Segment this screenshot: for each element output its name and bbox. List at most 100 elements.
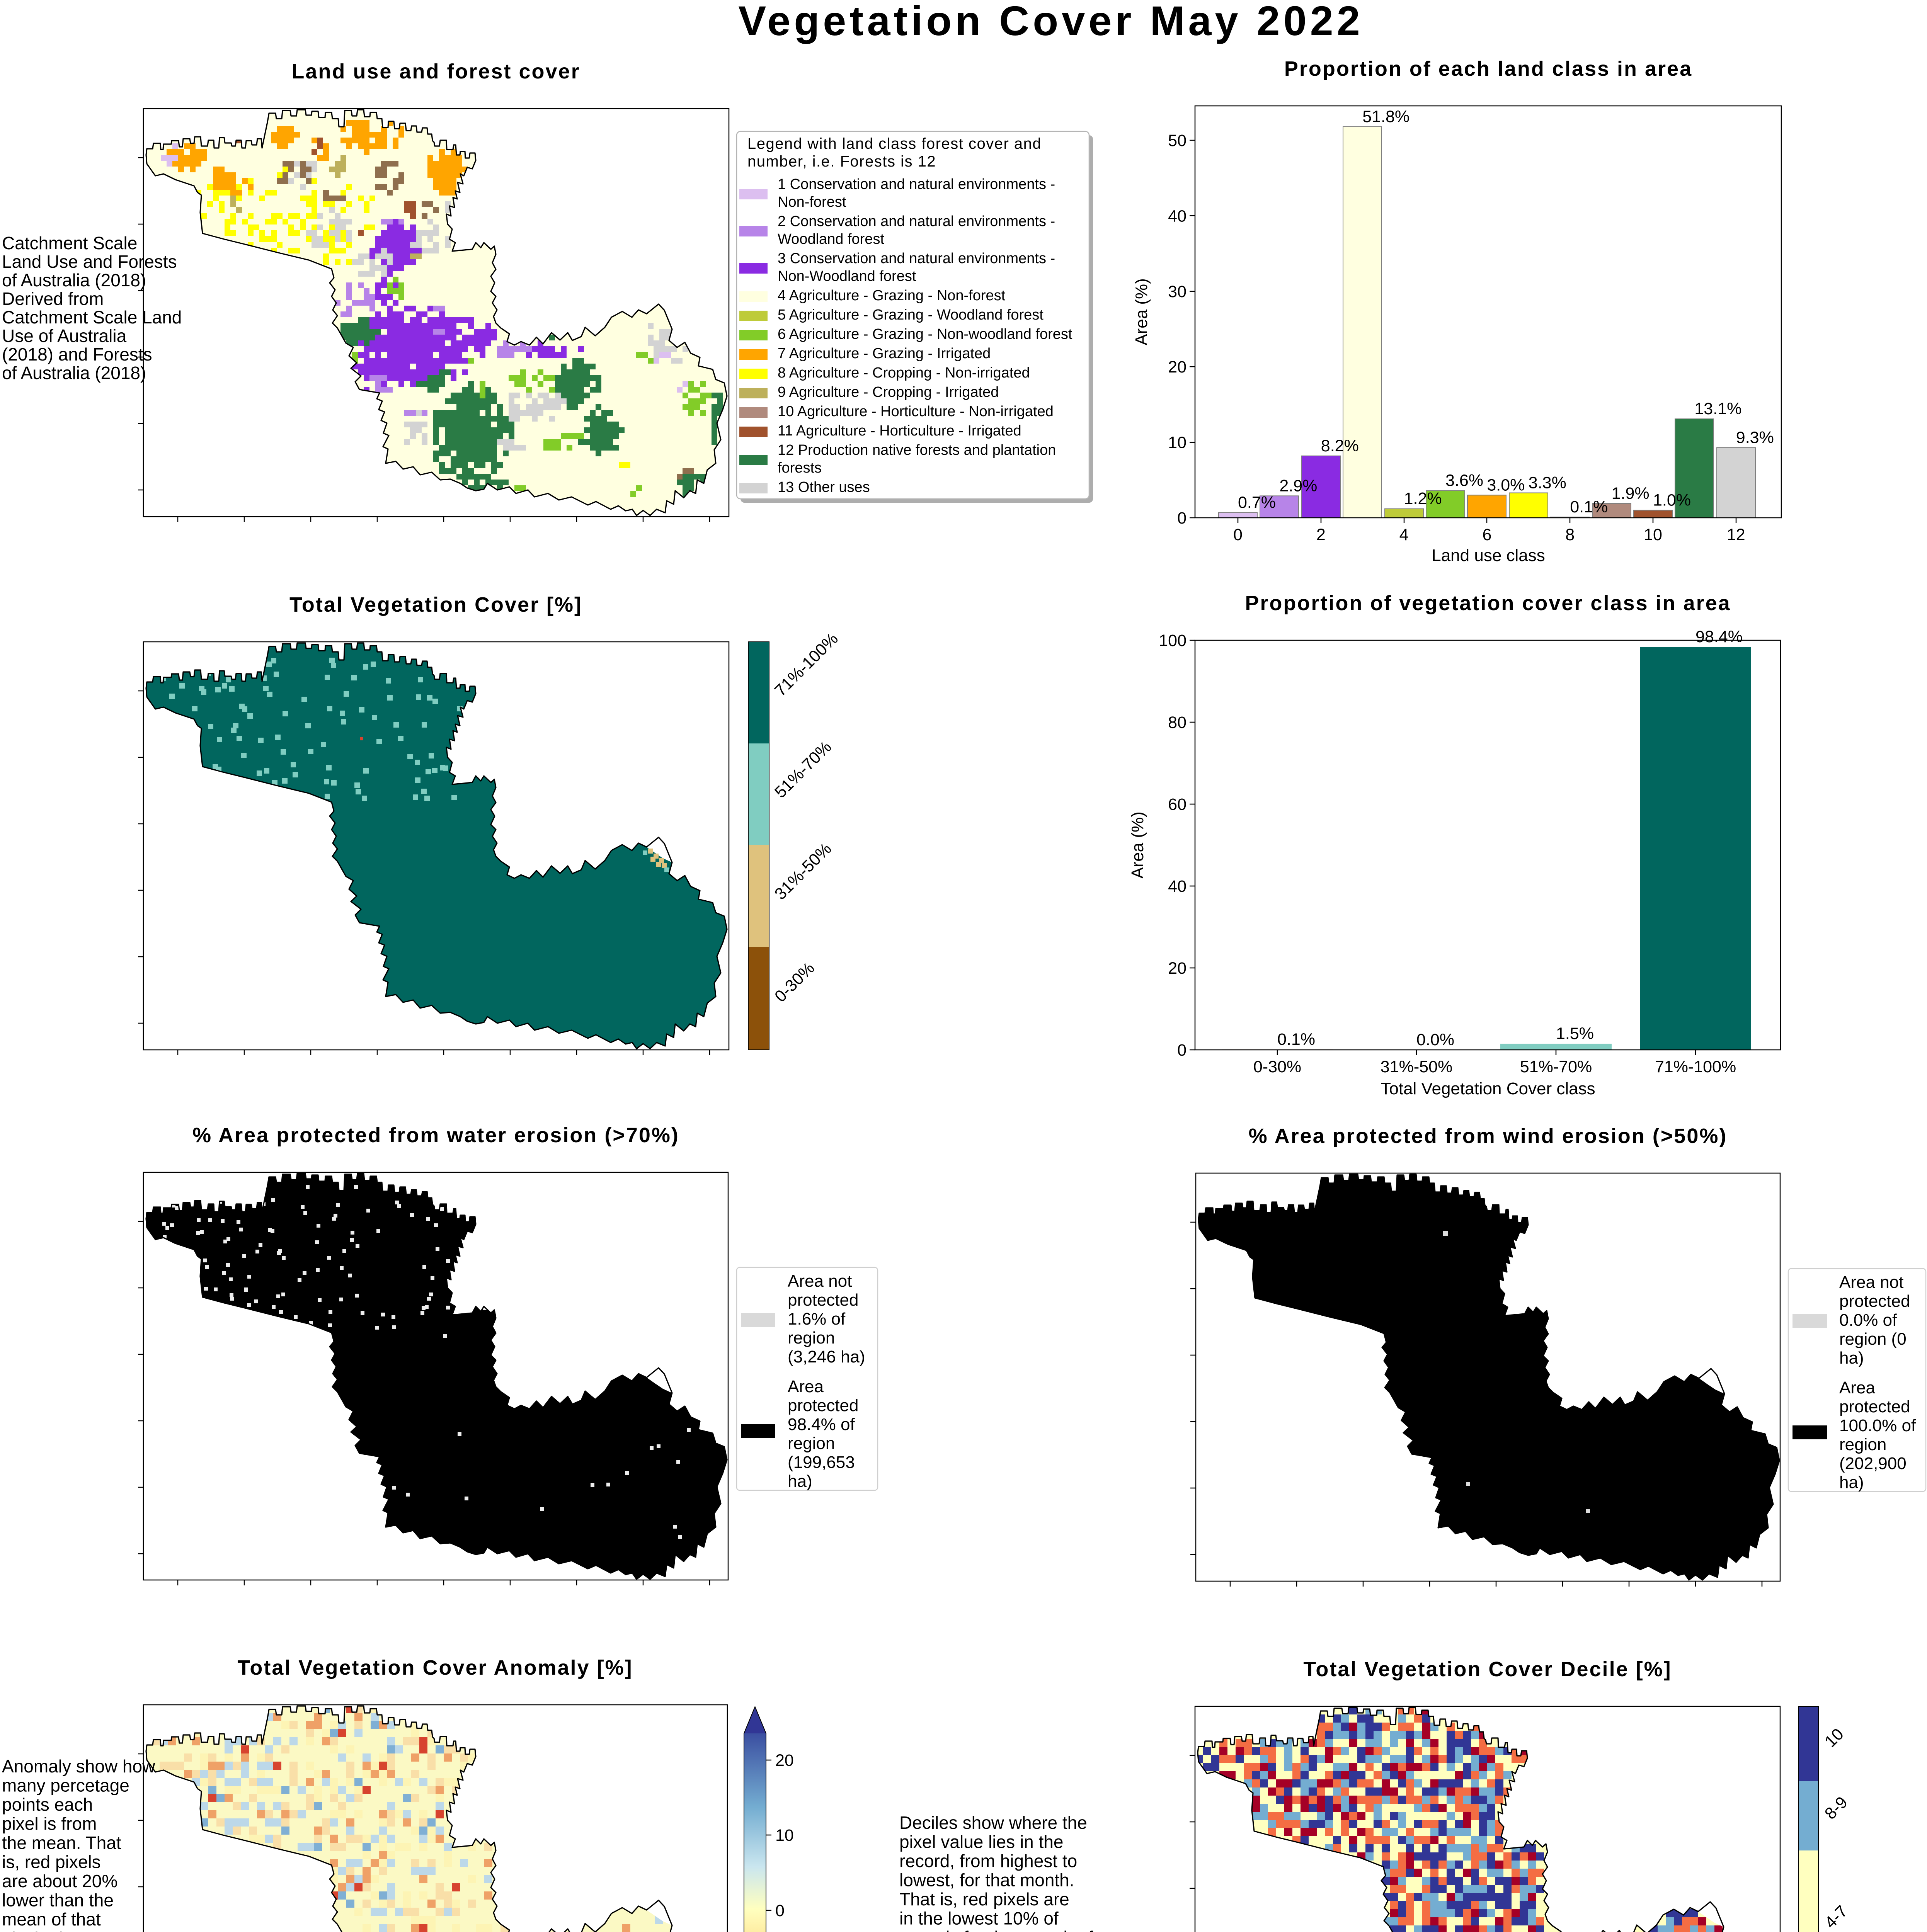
svg-text:80: 80 xyxy=(1168,713,1187,732)
svg-text:ha): ha) xyxy=(788,1472,812,1491)
svg-text:lowest, for that month.: lowest, for that month. xyxy=(899,1870,1074,1890)
svg-text:3.6%: 3.6% xyxy=(1445,471,1483,490)
svg-text:the mean. That: the mean. That xyxy=(2,1833,121,1853)
svg-text:1 Conservation and natural env: 1 Conservation and natural environments … xyxy=(778,176,1055,192)
svg-text:0.7%: 0.7% xyxy=(1238,493,1276,512)
svg-text:Non-forest: Non-forest xyxy=(778,194,846,210)
svg-text:(2018) and Forests: (2018) and Forests xyxy=(2,344,152,364)
svg-text:98.4% of: 98.4% of xyxy=(788,1415,855,1434)
svg-text:of Australia (2018): of Australia (2018) xyxy=(2,270,146,290)
svg-text:ha): ha) xyxy=(1839,1349,1864,1367)
svg-text:8 Agriculture - Cropping - Non: 8 Agriculture - Cropping - Non-irrigated xyxy=(778,365,1030,381)
svg-text:2 Conservation and natural env: 2 Conservation and natural environments … xyxy=(778,213,1055,230)
svg-text:Anomaly show how: Anomaly show how xyxy=(2,1756,155,1776)
svg-text:protected: protected xyxy=(1839,1292,1910,1311)
svg-text:protected: protected xyxy=(788,1291,858,1310)
svg-text:10 Agriculture - Horticulture: 10 Agriculture - Horticulture - Non-irri… xyxy=(778,403,1054,420)
svg-text:1.5%: 1.5% xyxy=(1556,1024,1594,1043)
svg-text:That is, red pixels are: That is, red pixels are xyxy=(899,1889,1069,1909)
svg-text:8: 8 xyxy=(1565,526,1575,544)
svg-text:Woodland forest: Woodland forest xyxy=(778,231,884,247)
svg-text:0: 0 xyxy=(1177,1041,1187,1060)
svg-text:% Area protected from wind ero: % Area protected from wind erosion (>50%… xyxy=(1249,1124,1728,1148)
svg-text:3.3%: 3.3% xyxy=(1529,474,1566,492)
svg-text:Use of Australia: Use of Australia xyxy=(2,326,127,346)
svg-text:12: 12 xyxy=(1727,526,1745,544)
svg-text:in the lowest 10% of: in the lowest 10% of xyxy=(899,1908,1059,1929)
svg-text:6: 6 xyxy=(1482,526,1491,544)
svg-text:51%-70%: 51%-70% xyxy=(1520,1058,1592,1076)
svg-text:10: 10 xyxy=(1644,526,1662,544)
svg-text:pixel value lies in the: pixel value lies in the xyxy=(899,1832,1063,1852)
svg-text:record, from highest to: record, from highest to xyxy=(899,1851,1077,1871)
svg-text:Area not: Area not xyxy=(788,1272,852,1291)
svg-text:0: 0 xyxy=(775,1901,785,1920)
svg-text:Area (%): Area (%) xyxy=(1132,278,1151,345)
svg-text:10: 10 xyxy=(775,1826,794,1845)
svg-text:Land use and forest cover: Land use and forest cover xyxy=(291,60,580,83)
svg-text:1.0%: 1.0% xyxy=(1653,491,1691,509)
svg-text:is, red pixels: is, red pixels xyxy=(2,1852,101,1872)
svg-text:0.0% of: 0.0% of xyxy=(1839,1311,1897,1330)
svg-text:are about 20%: are about 20% xyxy=(2,1871,117,1891)
svg-text:% Area protected from water er: % Area protected from water erosion (>70… xyxy=(192,1124,679,1147)
svg-text:51.8%: 51.8% xyxy=(1362,107,1410,126)
svg-text:50: 50 xyxy=(1168,131,1187,150)
svg-text:31%-50%: 31%-50% xyxy=(1381,1058,1452,1076)
svg-text:30: 30 xyxy=(1168,282,1187,301)
svg-text:20: 20 xyxy=(1168,358,1187,376)
svg-text:Total Vegetation Cover Anomaly: Total Vegetation Cover Anomaly [%] xyxy=(237,1656,633,1679)
svg-text:40: 40 xyxy=(1168,877,1187,896)
svg-text:1.9%: 1.9% xyxy=(1612,484,1650,503)
svg-text:71%-100%: 71%-100% xyxy=(1655,1058,1736,1076)
svg-text:3 Conservation and natural env: 3 Conservation and natural environments … xyxy=(778,250,1055,267)
svg-text:5 Agriculture - Grazing - Wood: 5 Agriculture - Grazing - Woodland fores… xyxy=(778,307,1044,323)
svg-text:12 Production native forests a: 12 Production native forests and plantat… xyxy=(778,442,1056,458)
svg-text:7 Agriculture - Grazing - Irri: 7 Agriculture - Grazing - Irrigated xyxy=(778,345,991,362)
svg-text:0.1%: 0.1% xyxy=(1570,498,1608,516)
svg-text:4 Agriculture - Grazing - Non-: 4 Agriculture - Grazing - Non-forest xyxy=(778,287,1006,304)
svg-text:Total Vegetation Cover Decile: Total Vegetation Cover Decile [%] xyxy=(1303,1658,1672,1681)
svg-text:20: 20 xyxy=(775,1751,794,1770)
svg-text:Proportion of vegetation cover: Proportion of vegetation cover class in … xyxy=(1245,592,1731,615)
svg-text:points each: points each xyxy=(2,1794,93,1815)
svg-text:many percetage: many percetage xyxy=(2,1776,129,1796)
svg-text:protected: protected xyxy=(788,1396,858,1415)
svg-text:Area: Area xyxy=(1839,1378,1875,1397)
svg-text:Land use class: Land use class xyxy=(1432,546,1545,565)
svg-text:Deciles show where the: Deciles show where the xyxy=(899,1813,1087,1833)
svg-text:0.1%: 0.1% xyxy=(1277,1030,1315,1049)
svg-text:60: 60 xyxy=(1168,795,1187,814)
svg-text:0-30%: 0-30% xyxy=(1253,1058,1301,1076)
svg-text:pixel. The mean: pixel. The mean xyxy=(2,1929,128,1932)
svg-text:number, i.e. Forests is 12: number, i.e. Forests is 12 xyxy=(747,153,936,170)
svg-text:(202,900: (202,900 xyxy=(1839,1454,1907,1473)
svg-text:records for that month of: records for that month of xyxy=(899,1927,1093,1932)
svg-text:Vegetation Cover May 2022: Vegetation Cover May 2022 xyxy=(738,0,1364,44)
svg-text:Legend with land class forest: Legend with land class forest cover and xyxy=(747,135,1042,152)
svg-text:2: 2 xyxy=(1316,526,1326,544)
svg-text:98.4%: 98.4% xyxy=(1695,628,1743,646)
svg-text:Area not: Area not xyxy=(1839,1273,1903,1292)
svg-text:Catchment Scale: Catchment Scale xyxy=(2,233,137,253)
svg-text:ha): ha) xyxy=(1839,1473,1864,1492)
svg-text:region: region xyxy=(788,1328,835,1347)
svg-text:lower than the: lower than the xyxy=(2,1890,114,1910)
svg-text:0: 0 xyxy=(1233,526,1243,544)
svg-text:Total Vegetation Cover [%]: Total Vegetation Cover [%] xyxy=(289,593,582,616)
svg-text:Derived from: Derived from xyxy=(2,289,104,309)
svg-text:4: 4 xyxy=(1399,526,1409,544)
svg-text:8.2%: 8.2% xyxy=(1321,437,1359,455)
svg-text:10: 10 xyxy=(1168,434,1187,452)
svg-text:3.0%: 3.0% xyxy=(1487,476,1525,494)
svg-text:Total Vegetation Cover class: Total Vegetation Cover class xyxy=(1381,1079,1595,1098)
svg-text:20: 20 xyxy=(1168,959,1187,978)
svg-text:9.3%: 9.3% xyxy=(1736,428,1774,447)
svg-text:mean of that: mean of that xyxy=(2,1909,101,1929)
svg-text:region: region xyxy=(1839,1435,1886,1454)
svg-text:0.0%: 0.0% xyxy=(1416,1031,1454,1049)
svg-text:100.0% of: 100.0% of xyxy=(1839,1416,1916,1435)
svg-text:Non-Woodland forest: Non-Woodland forest xyxy=(778,268,916,284)
svg-text:protected: protected xyxy=(1839,1397,1910,1416)
svg-text:9 Agriculture - Cropping - Irr: 9 Agriculture - Cropping - Irrigated xyxy=(778,384,999,400)
